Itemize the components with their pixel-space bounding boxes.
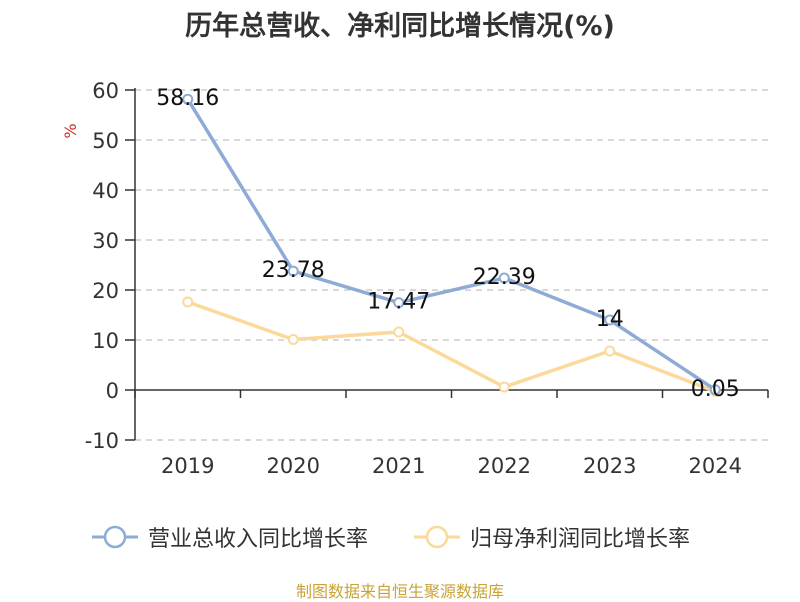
y-tick-label: 40: [92, 179, 119, 203]
profit-point: [393, 326, 405, 338]
legend-item-profit[interactable]: 归母净利润同比增长率: [412, 521, 690, 553]
revenue-point: [709, 384, 721, 396]
x-tick-label: 2022: [478, 454, 531, 478]
x-tick-label: 2020: [267, 454, 320, 478]
y-tick-label: 10: [92, 329, 119, 353]
y-axis-unit: %: [61, 123, 80, 138]
revenue-point: [287, 265, 299, 277]
revenue-growth-line: [186, 98, 717, 392]
profit-point: [182, 296, 194, 308]
chart-title: 历年总营收、净利同比增长情况(%): [185, 11, 615, 42]
legend-label-revenue: 营业总收入同比增长率: [148, 527, 369, 552]
legend-line-circle-icon: [414, 525, 460, 549]
legend-item-revenue[interactable]: 营业总收入同比增长率: [90, 521, 368, 553]
revenue-point: [182, 93, 194, 105]
data-source-note: 制图数据来自恒生聚源数据库: [295, 582, 504, 601]
data-label: 22.39: [473, 265, 536, 290]
revenue-point: [604, 314, 616, 326]
x-tick-labels: 2019 2020 2021 2022 2023 2024: [161, 454, 742, 478]
grid-lines: [135, 89, 768, 441]
data-label: 23.78: [262, 258, 325, 283]
y-tick-label: 0: [106, 379, 119, 403]
data-labels: 58.16 23.78 17.47 22.39 14 0.05: [156, 86, 739, 402]
y-tick-label: 30: [92, 229, 119, 253]
series: [182, 93, 721, 397]
data-label: 0.05: [691, 377, 740, 402]
legend-label-profit: 归母净利润同比增长率: [470, 527, 691, 552]
axes: [125, 88, 769, 441]
x-tick-label: 2019: [161, 454, 214, 478]
profit-point: [498, 381, 510, 393]
data-label: 58.16: [156, 86, 219, 111]
profit-growth-line: [187, 300, 716, 394]
data-label: 14: [596, 307, 624, 332]
y-tick-label: 20: [92, 279, 119, 303]
x-tick-label: 2023: [583, 454, 636, 478]
y-tick-label: 60: [92, 79, 119, 103]
x-tick-label: 2024: [689, 454, 742, 478]
x-tick-label: 2021: [372, 454, 425, 478]
revenue-point: [498, 272, 510, 284]
legend-line-circle-icon: [92, 525, 138, 549]
revenue-point: [393, 297, 405, 309]
y-tick-label: -10: [85, 429, 119, 453]
y-tick-labels: 60 50 40 30 20 10 0 -10: [85, 79, 119, 453]
data-label: 17.47: [367, 290, 430, 315]
y-tick-label: 50: [92, 129, 119, 153]
profit-point: [604, 345, 616, 357]
profit-point: [287, 334, 299, 345]
